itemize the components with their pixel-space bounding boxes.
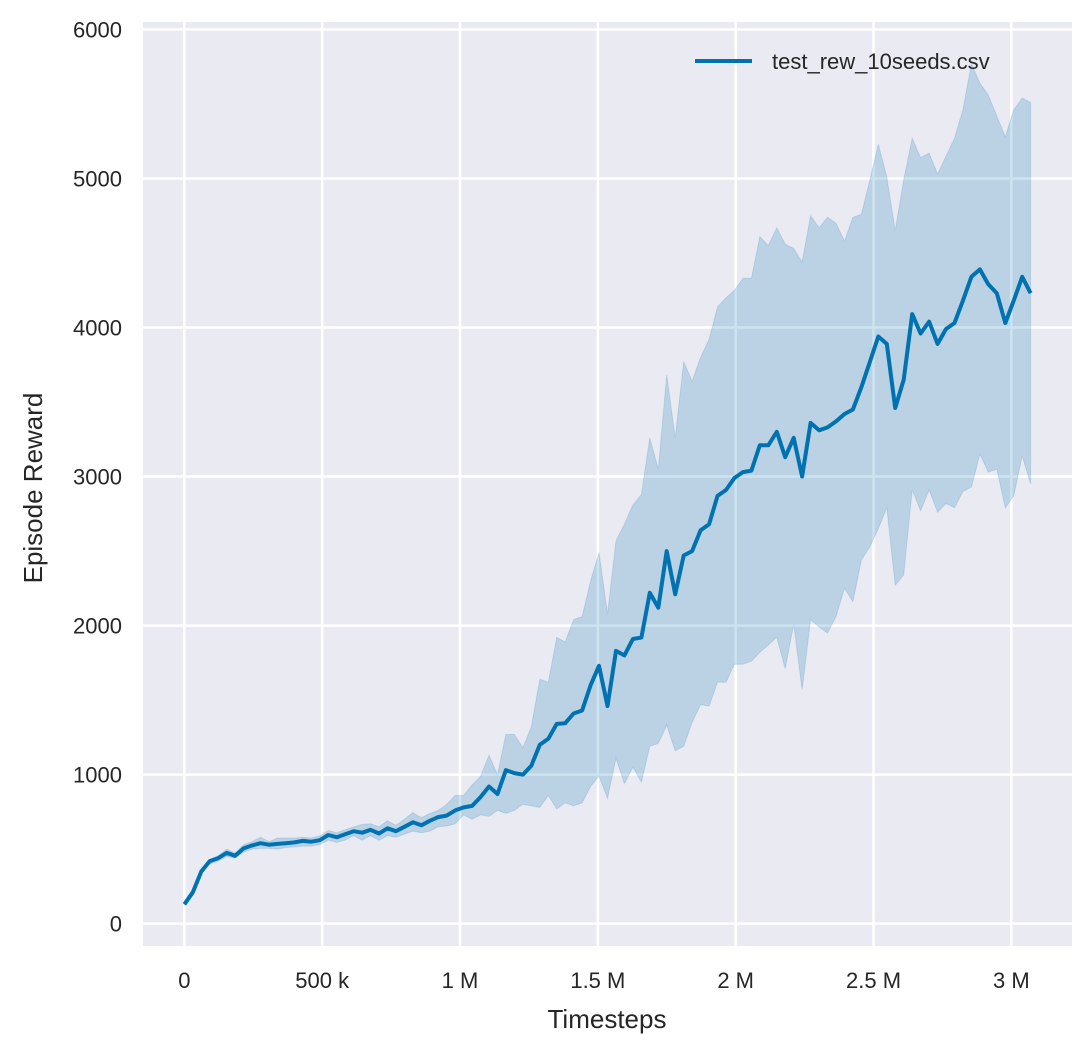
y-tick-label: 4000 [73,316,122,341]
y-tick-label: 6000 [73,17,122,42]
x-tick-label: 1.5 M [570,968,625,993]
x-tick-label: 3 M [993,968,1030,993]
y-axis-label: Episode Reward [18,393,48,584]
x-axis-label: Timesteps [548,1004,667,1034]
y-tick-label: 2000 [73,614,122,639]
legend-label: test_rew_10seeds.csv [772,49,990,74]
y-tick-label: 1000 [73,763,122,788]
x-tick-label: 2 M [717,968,754,993]
y-tick-label: 3000 [73,465,122,490]
x-tick-label: 500 k [295,968,350,993]
x-tick-label: 0 [178,968,190,993]
y-tick-label: 0 [110,912,122,937]
x-tick-label: 2.5 M [846,968,901,993]
x-tick-label: 1 M [442,968,479,993]
y-tick-label: 5000 [73,166,122,191]
